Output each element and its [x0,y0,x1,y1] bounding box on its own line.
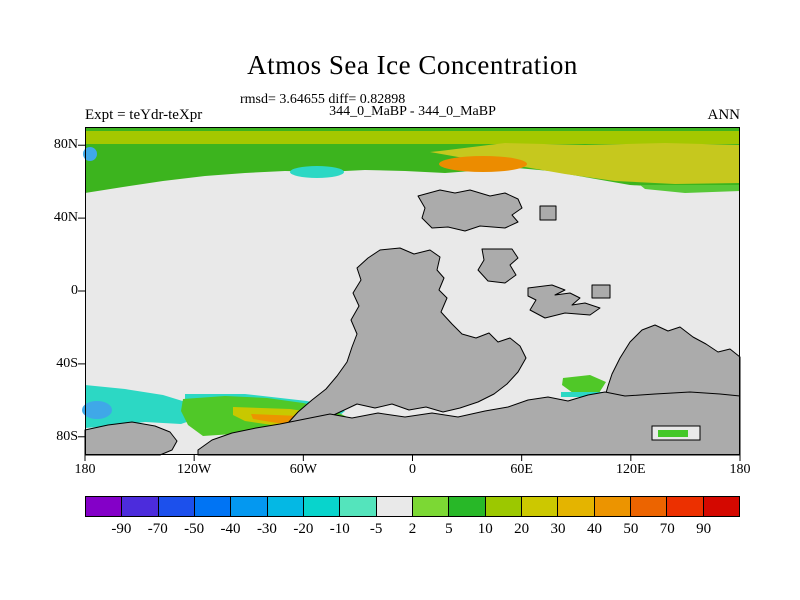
arctic-blue-dot [83,147,97,161]
colorbar-cell [122,497,159,516]
arctic-yellowgreen-strip [85,131,740,144]
arctic-yellow [430,143,740,184]
colorbar-cell [485,497,522,516]
land-central [287,247,527,431]
x-axis-label: 0 [409,462,416,477]
y-axis-label: 0 [71,283,78,298]
antarctic-blue-core [82,401,112,419]
antarctic-cyan-sliver [561,392,605,397]
land-mid-blob [477,248,519,284]
stats-line: rmsd= 3.64655 diff= 0.82898 [240,92,406,107]
colorbar-tick-label: 70 [659,521,675,537]
map-plot [78,127,741,461]
colorbar-cell [231,497,268,516]
colorbar-tick-label: -70 [147,521,168,537]
x-axis-label: 180 [74,462,96,477]
colorbar-cell [703,497,739,516]
colorbar-cell [158,497,195,516]
x-axis-label: 60W [289,462,317,477]
colorbar-tick-label: -10 [329,521,350,537]
map-area [78,127,741,461]
y-axis-label: 80N [53,137,78,153]
axis-ticks [78,144,741,461]
x-axis-label: 60E [510,462,533,477]
colorbar-tick-label: -90 [111,521,132,537]
season-label: ANN [707,107,741,123]
colorbar-cell [630,497,668,516]
antarctic-green-east [562,375,606,393]
arctic-orange-patch [439,156,527,172]
x-axis-label: 120E [616,462,646,477]
x-axis-label: 120W [177,462,212,477]
arctic-green-east [640,185,740,193]
land-small-1 [539,205,557,221]
colorbar-tick-label: -50 [184,521,205,537]
colorbar-cell [558,497,595,516]
arctic-cyan-patch [290,166,344,178]
colorbar-cell [376,497,413,516]
colorbar-tick-label: 40 [586,521,602,537]
comparison-label: 344_0_MaBP - 344_0_MaBP [329,104,496,119]
y-axis-label: 40S [56,355,78,371]
colorbar-tick-label: 30 [550,521,566,537]
plot-border [85,127,740,455]
land-small-2 [591,284,611,299]
land-north-blob [417,189,523,232]
colorbar-tick-label: 20 [514,521,530,537]
colorbar-tick-label: -5 [369,521,383,537]
colorbar-tick-label: 2 [408,521,417,537]
colorbar-tick-label: 90 [696,521,712,537]
experiment-label: Expt = teYdr-teXpr [85,107,203,123]
colorbar-cell [303,497,341,516]
land-antarctica [197,391,741,456]
plot-title: Atmos Sea Ice Concentration [247,50,578,80]
colorbar-tick-label: 50 [623,521,639,537]
landmasses [84,189,741,456]
colorbar [85,496,740,517]
land-strip [527,284,601,319]
colorbar-cell [521,497,559,516]
colorbar-cell [412,497,450,516]
colorbar-cell [267,497,304,516]
colorbar-tick-label: -20 [293,521,314,537]
colorbar-tick-label: 10 [477,521,493,537]
colorbar-cell [449,497,486,516]
antarctic-cyan-west [85,385,207,428]
colorbar-cell [340,497,377,516]
colorbar-cell [594,497,631,516]
colorbar-cell [194,497,232,516]
colorbar-tick-label: -40 [220,521,241,537]
colorbar-tick-label: 5 [445,521,453,537]
y-axis-label: 40N [53,210,78,226]
y-axis-label: 80S [56,428,78,444]
colorbar-cell [86,497,123,516]
arctic-ice-band [83,127,740,193]
ice-sliver [658,430,688,437]
x-axis-label: 180 [729,462,751,477]
colorbar-tick-label: -30 [256,521,277,537]
colorbar-cell [667,497,704,516]
